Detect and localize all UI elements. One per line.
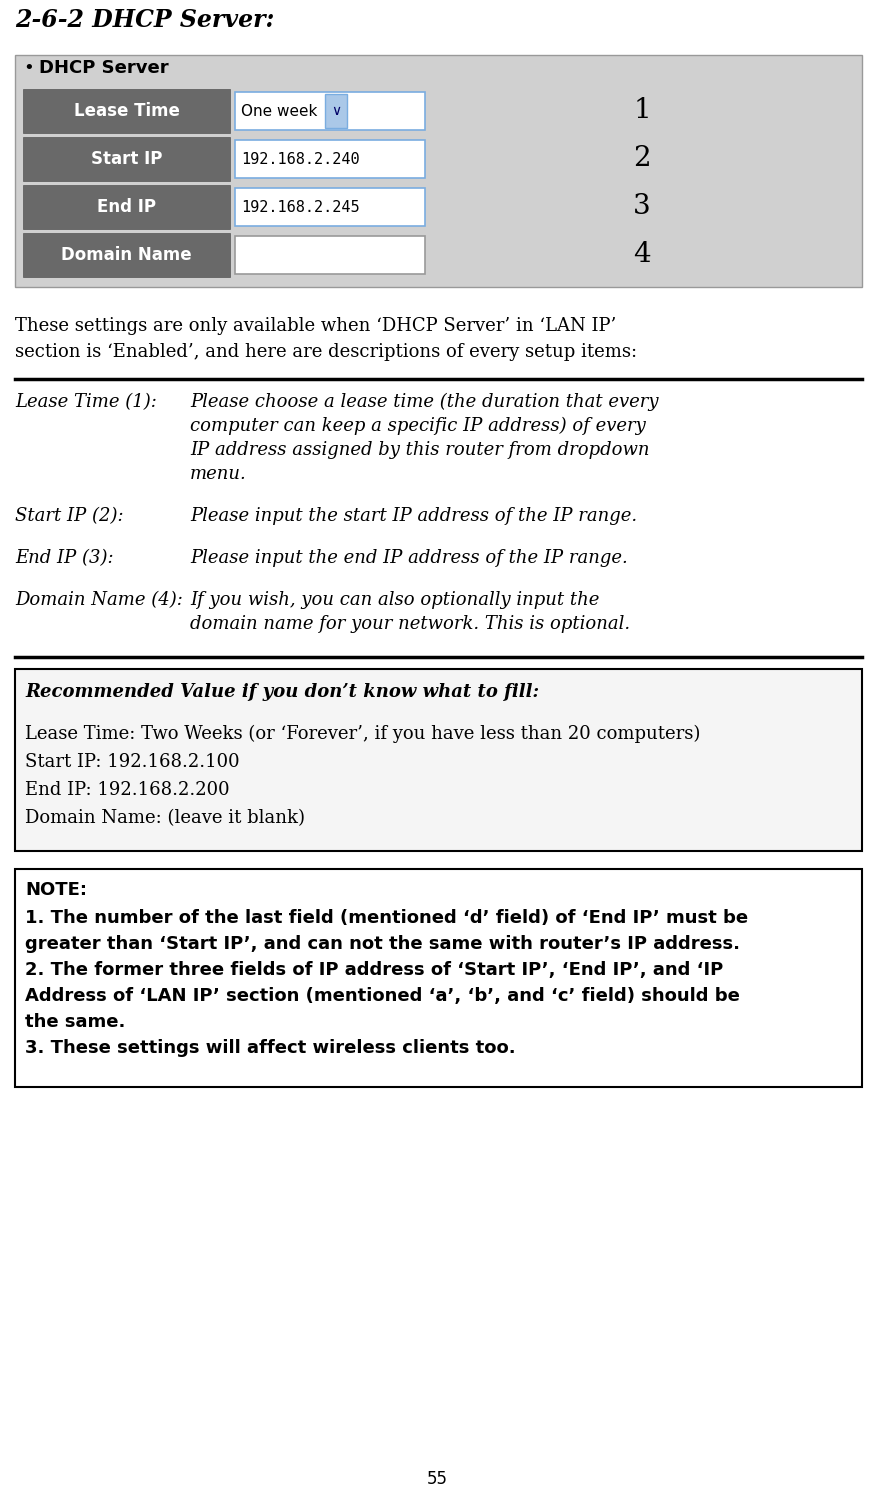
Text: These settings are only available when ‘DHCP Server’ in ‘LAN IP’: These settings are only available when ‘… <box>15 316 616 336</box>
FancyBboxPatch shape <box>325 94 347 128</box>
FancyBboxPatch shape <box>23 233 230 278</box>
Text: Please input the start IP address of the IP range.: Please input the start IP address of the… <box>190 506 637 526</box>
Text: DHCP Server: DHCP Server <box>39 59 169 77</box>
FancyBboxPatch shape <box>23 186 230 229</box>
Text: 192.168.2.240: 192.168.2.240 <box>241 151 359 166</box>
Text: Lease Time: Two Weeks (or ‘Forever’, if you have less than 20 computers): Lease Time: Two Weeks (or ‘Forever’, if … <box>25 725 700 744</box>
Text: 2. The former three fields of IP address of ‘Start IP’, ‘End IP’, and ‘IP: 2. The former three fields of IP address… <box>25 961 724 979</box>
Text: End IP: 192.168.2.200: End IP: 192.168.2.200 <box>25 781 230 799</box>
FancyBboxPatch shape <box>235 236 425 275</box>
FancyBboxPatch shape <box>15 869 862 1087</box>
Text: 192.168.2.245: 192.168.2.245 <box>241 199 359 214</box>
Text: 1: 1 <box>633 98 651 125</box>
Text: End IP (3):: End IP (3): <box>15 549 114 567</box>
FancyBboxPatch shape <box>23 89 230 134</box>
Text: NOTE:: NOTE: <box>25 881 87 898</box>
FancyBboxPatch shape <box>235 140 425 178</box>
Text: 55: 55 <box>427 1470 447 1485</box>
Text: One week: One week <box>241 104 317 119</box>
FancyBboxPatch shape <box>15 55 862 287</box>
Text: 2-6-2 DHCP Server:: 2-6-2 DHCP Server: <box>15 7 274 33</box>
Text: Domain Name (4):: Domain Name (4): <box>15 591 183 609</box>
Text: 4: 4 <box>633 242 651 269</box>
Text: IP address assigned by this router from dropdown: IP address assigned by this router from … <box>190 441 649 459</box>
Text: greater than ‘Start IP’, and can not the same with router’s IP address.: greater than ‘Start IP’, and can not the… <box>25 936 740 953</box>
Text: menu.: menu. <box>190 465 246 483</box>
FancyBboxPatch shape <box>23 137 230 181</box>
Text: Address of ‘LAN IP’ section (mentioned ‘a’, ‘b’, and ‘c’ field) should be: Address of ‘LAN IP’ section (mentioned ‘… <box>25 988 740 1005</box>
Text: Please input the end IP address of the IP range.: Please input the end IP address of the I… <box>190 549 628 567</box>
Text: Start IP: 192.168.2.100: Start IP: 192.168.2.100 <box>25 753 239 771</box>
Text: 3. These settings will affect wireless clients too.: 3. These settings will affect wireless c… <box>25 1040 516 1057</box>
Text: Lease Time: Lease Time <box>73 102 179 120</box>
Text: End IP: End IP <box>97 198 156 215</box>
Text: computer can keep a specific IP address) of every: computer can keep a specific IP address)… <box>190 417 646 435</box>
Text: section is ‘Enabled’, and here are descriptions of every setup items:: section is ‘Enabled’, and here are descr… <box>15 343 637 361</box>
Text: Lease Time (1):: Lease Time (1): <box>15 394 156 411</box>
Text: Domain Name: Domain Name <box>61 247 191 264</box>
Text: Domain Name: (leave it blank): Domain Name: (leave it blank) <box>25 809 305 827</box>
Text: 1. The number of the last field (mentioned ‘d’ field) of ‘End IP’ must be: 1. The number of the last field (mention… <box>25 909 748 927</box>
FancyBboxPatch shape <box>235 92 425 131</box>
Text: Recommended Value if you don’t know what to fill:: Recommended Value if you don’t know what… <box>25 683 539 701</box>
Text: domain name for your network. This is optional.: domain name for your network. This is op… <box>190 615 630 633</box>
Text: If you wish, you can also optionally input the: If you wish, you can also optionally inp… <box>190 591 600 609</box>
FancyBboxPatch shape <box>15 670 862 851</box>
Text: •: • <box>23 59 34 77</box>
Text: ∨: ∨ <box>331 104 341 117</box>
Text: Please choose a lease time (the duration that every: Please choose a lease time (the duration… <box>190 394 658 411</box>
Text: 2: 2 <box>633 146 651 172</box>
Text: Start IP: Start IP <box>91 150 163 168</box>
Text: Start IP (2):: Start IP (2): <box>15 506 123 526</box>
Text: 3: 3 <box>633 193 651 220</box>
Text: the same.: the same. <box>25 1013 125 1031</box>
FancyBboxPatch shape <box>235 189 425 226</box>
